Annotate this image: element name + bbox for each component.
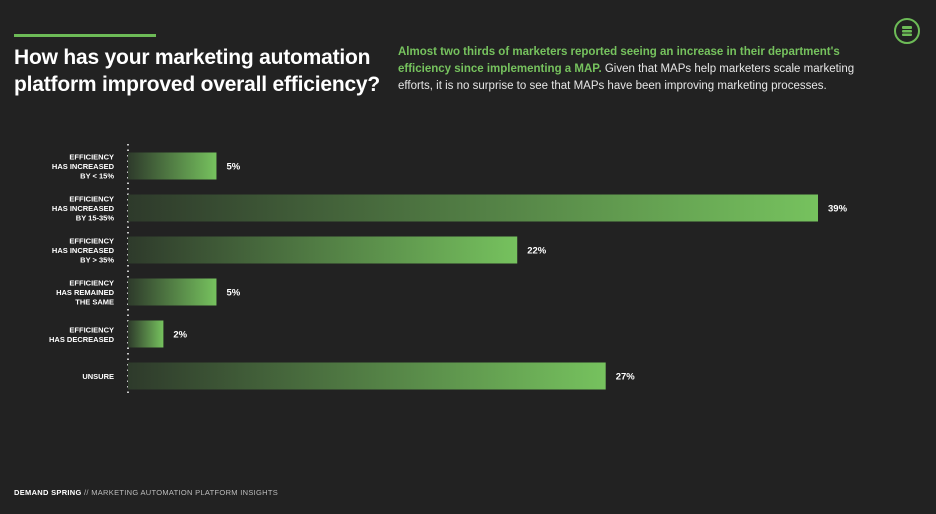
- bar-3: [128, 278, 217, 306]
- intro-paragraph: Almost two thirds of marketers reported …: [398, 44, 858, 95]
- footer-separator: //: [81, 488, 92, 497]
- efficiency-bar-chart: 5% EFFICIENCY HAS INCREASED BY < 15% 39% EFFI…: [49, 144, 848, 396]
- category-label-0: EFFICIENCY HAS INCREASED BY < 15%: [52, 153, 115, 181]
- intro-highlight: Almost two thirds of marketers reported …: [398, 46, 840, 75]
- category-label-5: UNSURE: [82, 372, 114, 381]
- accent-rule: [14, 34, 156, 37]
- stacked-pages-icon: [894, 18, 920, 44]
- category-label-1: EFFICIENCY HAS INCREASED BY 15-35%: [52, 195, 115, 223]
- bar-5: [128, 362, 606, 390]
- footer-brand: DEMAND SPRING: [14, 488, 82, 497]
- value-label-0: 5%: [226, 162, 240, 173]
- category-label-3: EFFICIENCY HAS REMAINED THE SAME: [56, 279, 115, 307]
- value-label-3: 5%: [226, 288, 240, 299]
- footer-subtitle: MARKETING AUTOMATION PLATFORM INSIGHTS: [91, 488, 279, 497]
- value-label-4: 2%: [173, 330, 187, 341]
- value-label-5: 27%: [616, 372, 636, 383]
- page-title: How has your marketing automation platfo…: [14, 46, 381, 96]
- category-label-4: EFFICIENCY HAS DECREASED: [49, 325, 115, 344]
- value-label-2: 22%: [527, 246, 547, 257]
- bar-4: [128, 320, 164, 348]
- intro-rest: Given that MAPs help marketers scale mar…: [398, 63, 855, 92]
- bar-2: [128, 236, 518, 264]
- footer: DEMAND SPRING // MARKETING AUTOMATION PL…: [14, 488, 278, 497]
- category-label-2: EFFICIENCY HAS INCREASED BY > 35%: [52, 237, 115, 265]
- bar-1: [128, 194, 818, 222]
- value-label-1: 39%: [828, 204, 848, 215]
- bar-0: [128, 152, 217, 180]
